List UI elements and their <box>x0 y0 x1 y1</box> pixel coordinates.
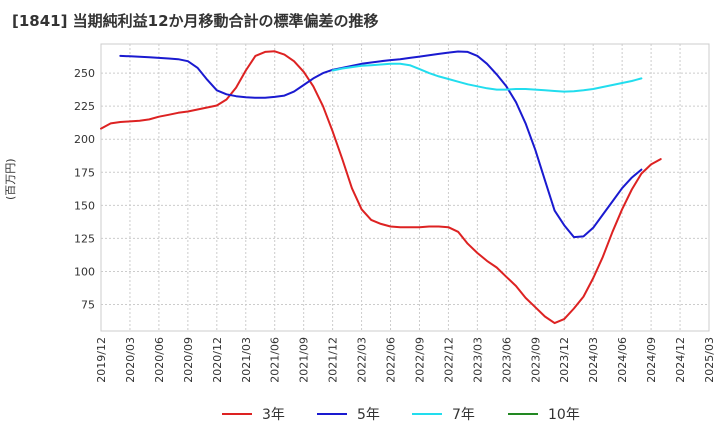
x-axis-ticks: 2019/12 2020/03 2020/06 2020/09 2020/12 2021/… <box>95 337 716 383</box>
x-tick-label: 2019/12 <box>95 337 108 383</box>
x-tick-label: 2020/03 <box>124 337 137 383</box>
chart-title: [1841] 当期純利益12か月移動合計の標準偏差の推移 <box>12 12 379 30</box>
legend-label: 10年 <box>548 407 580 423</box>
x-tick-label: 2020/06 <box>153 337 166 383</box>
series-line-2 <box>119 50 643 239</box>
x-tick-label: 2023/09 <box>529 337 542 383</box>
x-tick-label: 2022/06 <box>385 337 398 383</box>
x-tick-label: 2022/12 <box>442 337 455 383</box>
y-axis-ticks: 75 100 125 150 175 200 225 250 <box>74 67 95 311</box>
legend-label: 7年 <box>452 407 475 423</box>
x-tick-label: 2023/06 <box>500 337 513 383</box>
y-tick-label: 125 <box>74 232 95 245</box>
legend-label: 3年 <box>262 407 285 423</box>
x-tick-label: 2024/09 <box>645 337 658 383</box>
x-tick-label: 2022/09 <box>413 337 426 383</box>
x-tick-label: 2025/03 <box>703 337 716 383</box>
x-tick-label: 2022/03 <box>356 337 369 383</box>
legend: 3年 5年 7年 10年 <box>222 407 580 423</box>
y-tick-label: 175 <box>74 166 95 179</box>
series-line-1 <box>100 50 662 325</box>
x-tick-label: 2024/03 <box>587 337 600 383</box>
y-tick-label: 225 <box>74 100 95 113</box>
plot-area <box>100 43 710 332</box>
x-tick-label: 2021/03 <box>240 337 253 383</box>
x-tick-label: 2021/06 <box>269 337 282 383</box>
x-tick-label: 2024/06 <box>616 337 629 383</box>
x-tick-label: 2020/09 <box>182 337 195 383</box>
x-tick-label: 2023/12 <box>558 337 571 383</box>
series-line-3 <box>331 62 643 93</box>
y-tick-label: 250 <box>74 67 95 80</box>
x-tick-label: 2023/03 <box>471 337 484 383</box>
y-tick-label: 100 <box>74 265 95 278</box>
x-tick-label: 2021/12 <box>327 337 340 383</box>
legend-label: 5年 <box>357 407 380 423</box>
series-lines <box>100 50 662 325</box>
y-tick-label: 150 <box>74 199 95 212</box>
x-tick-label: 2021/09 <box>298 337 311 383</box>
x-tick-label: 2020/12 <box>211 337 224 383</box>
x-tick-label: 2024/12 <box>674 337 687 383</box>
y-tick-label: 75 <box>81 299 95 312</box>
y-tick-label: 200 <box>74 133 95 146</box>
